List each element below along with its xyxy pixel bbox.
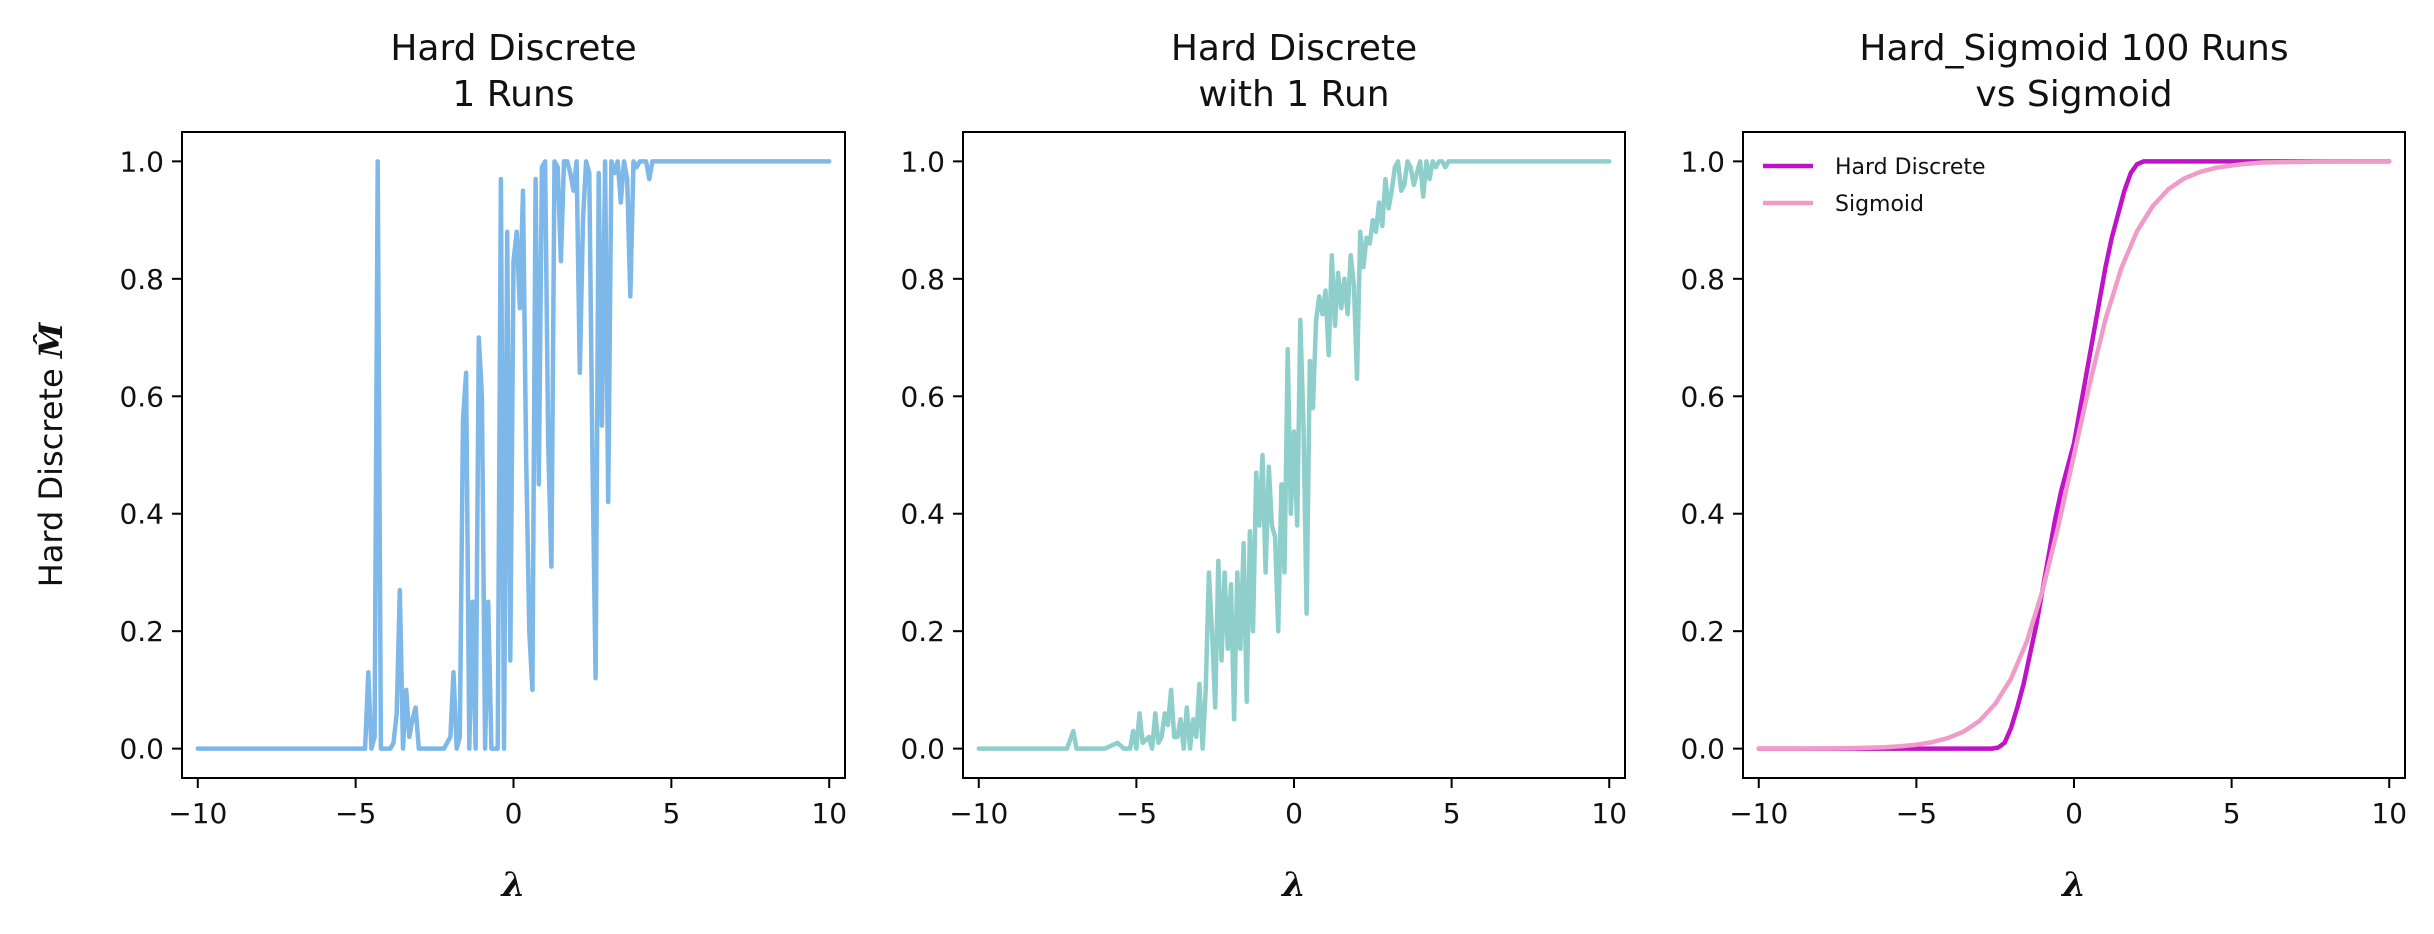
chart-3-y-tick-label: 0.2 xyxy=(1680,615,1725,648)
chart-3-x-tick-label: 5 xyxy=(2223,797,2241,830)
chart-3-x-tick-label: −5 xyxy=(1896,797,1937,830)
chart-2-x-tick-label: 10 xyxy=(1591,797,1627,830)
chart-2-y-tick-label: 0.4 xyxy=(900,498,945,531)
chart-3-legend-label-2: Sigmoid xyxy=(1835,192,1924,217)
chart-1-y-tick-label: 0.6 xyxy=(119,380,164,413)
chart-1-x-tick-label: −10 xyxy=(168,797,227,830)
chart-3-legend-label-1: Hard Discrete xyxy=(1835,155,1986,180)
chart-3-x-axis-label: λ xyxy=(2060,865,2086,905)
chart-1-x-axis-label: λ xyxy=(500,865,526,905)
chart-3-x-tick-label: 0 xyxy=(2065,797,2083,830)
chart-1-x-tick-label: 0 xyxy=(505,797,523,830)
chart-1-y-tick-label: 0.2 xyxy=(119,615,164,648)
chart-3-y-tick-label: 0.6 xyxy=(1680,380,1725,413)
chart-1-series-1-line xyxy=(195,159,832,751)
chart-1-x-tick-label: 5 xyxy=(662,797,680,830)
chart-2-x-tick-label: 0 xyxy=(1285,797,1303,830)
chart-3-x-tick-label: 10 xyxy=(2371,797,2407,830)
chart-1-x-tick-label: 10 xyxy=(811,797,847,830)
chart-2-y-tick-label: 0.8 xyxy=(900,263,945,296)
chart-1-y-tick-label: 0.4 xyxy=(119,498,164,531)
chart-3-series-2-line xyxy=(1756,159,2392,751)
chart-2-x-tick-label: −5 xyxy=(1116,797,1157,830)
chart-1-y-axis-label: Hard Discrete M̂ xyxy=(32,321,70,587)
chart-3-y-tick-label: 0.0 xyxy=(1680,733,1725,766)
chart-3-x-tick-label: −10 xyxy=(1729,797,1788,830)
chart-2-y-tick-label: 0.6 xyxy=(900,380,945,413)
chart-1-y-tick-label: 0.8 xyxy=(119,263,164,296)
chart-2-x-axis-label: λ xyxy=(1280,865,1306,905)
chart-3-y-tick-label: 0.8 xyxy=(1680,263,1725,296)
chart-2-x-tick-label: 5 xyxy=(1443,797,1461,830)
chart-2-x-tick-label: −10 xyxy=(949,797,1008,830)
chart-1-y-tick-label: 1.0 xyxy=(119,145,164,178)
chart-2-title: Hard Discrete with 1 Run xyxy=(1171,28,1417,115)
chart-3-title: Hard_Sigmoid 100 Runs vs Sigmoid xyxy=(1859,28,2288,115)
chart-1-title: Hard Discrete 1 Runs xyxy=(390,28,636,115)
chart-3-y-tick-label: 0.4 xyxy=(1680,498,1725,531)
chart-2-series-1-line xyxy=(976,159,1612,751)
chart-2-y-tick-label: 0.0 xyxy=(900,733,945,766)
chart-2-y-tick-label: 1.0 xyxy=(900,145,945,178)
chart-2-y-tick-label: 0.2 xyxy=(900,615,945,648)
chart-3-series-1-line xyxy=(1756,159,2392,751)
chart-1-x-tick-label: −5 xyxy=(335,797,376,830)
chart-3-y-tick-label: 1.0 xyxy=(1680,145,1725,178)
chart-1-y-tick-label: 0.0 xyxy=(119,733,164,766)
